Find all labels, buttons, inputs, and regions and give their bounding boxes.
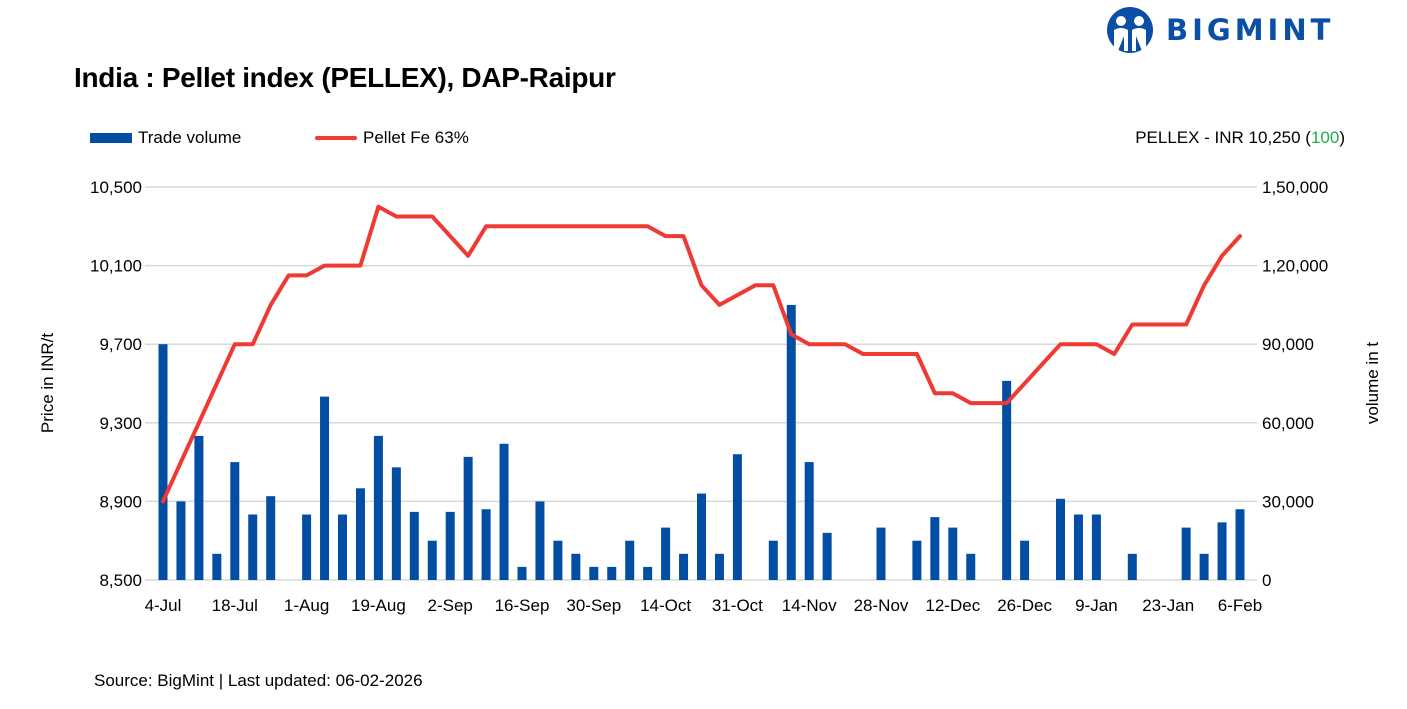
y-tick-label: 10,100 [90, 257, 142, 276]
x-tick-label: 19-Aug [351, 596, 406, 615]
volume-bar [481, 509, 491, 580]
y2-tick-label: 30,000 [1262, 492, 1314, 511]
volume-bar [355, 488, 365, 580]
volume-bar [948, 527, 958, 580]
logo-text: BIGMINT [1166, 13, 1335, 47]
x-tick-label: 6-Feb [1218, 596, 1262, 615]
x-tick-label: 30-Sep [566, 596, 621, 615]
volume-bar [768, 540, 778, 580]
pellex-prefix: PELLEX - INR 10,250 ( [1135, 128, 1311, 147]
volume-bar [212, 553, 222, 580]
volume-bar [1073, 514, 1083, 580]
volume-bar [714, 553, 724, 580]
y2-tick-label: 90,000 [1262, 335, 1314, 354]
volume-bar [176, 501, 186, 580]
x-tick-label: 12-Dec [925, 596, 980, 615]
volume-bar [158, 344, 168, 580]
volume-bar [1020, 540, 1030, 580]
y-tick-label: 8,500 [99, 571, 142, 590]
volume-bar [391, 467, 401, 580]
x-tick-label: 2-Sep [428, 596, 473, 615]
logo-icon [1107, 7, 1153, 53]
y-tick-label: 9,300 [99, 414, 142, 433]
legend-item-trade-volume: Trade volume [90, 128, 241, 148]
y-tick-label: 10,500 [90, 178, 142, 197]
volume-bar [1127, 553, 1137, 580]
y2-axis-title: volume in t [1363, 342, 1382, 424]
volume-bar [661, 527, 671, 580]
bigmint-logo: BIGMINT [1106, 6, 1334, 54]
y2-tick-label: 1,50,000 [1262, 178, 1328, 197]
volume-bar [966, 553, 976, 580]
volume-bar [1091, 514, 1101, 580]
volume-bar [409, 511, 419, 580]
volume-bar [786, 304, 796, 580]
volume-bar [302, 514, 312, 580]
legend-bar-swatch [90, 133, 132, 143]
legend-label: Pellet Fe 63% [363, 128, 469, 147]
volume-bar [1235, 509, 1245, 580]
volume-bar [804, 462, 814, 580]
volume-bar [697, 493, 706, 580]
volume-bar [1002, 380, 1012, 580]
chart-title: India : Pellet index (PELLEX), DAP-Raipu… [74, 62, 616, 93]
x-tick-label: 23-Jan [1142, 596, 1194, 615]
volume-bar [571, 553, 581, 580]
source-note: Source: BigMint | Last updated: 06-02-20… [94, 671, 423, 690]
volume-bar [535, 501, 545, 580]
pellex-price-readout: PELLEX - INR 10,250 (100) [1135, 128, 1345, 148]
legend-item-pellet: Pellet Fe 63% [315, 128, 469, 148]
volume-bar [1181, 527, 1191, 580]
volume-bar [643, 566, 653, 580]
volume-bar [822, 532, 832, 580]
volume-bar [625, 540, 635, 580]
volume-bar [1056, 498, 1065, 580]
x-tick-label: 9-Jan [1075, 596, 1118, 615]
volume-bar [338, 514, 347, 580]
volume-bar [373, 435, 383, 580]
x-tick-label: 4-Jul [145, 596, 182, 615]
volume-bar [589, 566, 599, 580]
volume-bar [732, 454, 742, 580]
x-tick-label: 16-Sep [495, 596, 550, 615]
y-tick-label: 9,700 [99, 335, 142, 354]
x-tick-label: 14-Oct [640, 596, 691, 615]
x-tick-label: 26-Dec [997, 596, 1052, 615]
y-axis-title: Price in INR/t [38, 333, 57, 433]
volume-bar [248, 514, 258, 580]
volume-bar [445, 511, 455, 580]
x-tick-label: 1-Aug [284, 596, 329, 615]
volume-bar [912, 540, 922, 580]
y2-tick-label: 1,20,000 [1262, 257, 1328, 276]
volume-bar [1199, 553, 1209, 580]
x-tick-label: 18-Jul [212, 596, 258, 615]
volume-bar [266, 496, 276, 580]
volume-bar [499, 443, 509, 580]
volume-bar [1217, 522, 1227, 580]
volume-bar [876, 527, 886, 580]
volume-bar [320, 396, 330, 580]
volume-bar [230, 462, 240, 580]
pellex-change: 100 [1310, 128, 1340, 147]
volume-bar [427, 540, 437, 580]
x-tick-label: 31-Oct [712, 596, 763, 615]
pellex-suffix: ) [1339, 128, 1345, 147]
y-tick-label: 8,900 [99, 492, 142, 511]
volume-bar [679, 553, 689, 580]
x-tick-label: 28-Nov [854, 596, 909, 615]
x-tick-label: 14-Nov [782, 596, 837, 615]
volume-bar [194, 435, 204, 580]
volume-bar [517, 566, 527, 580]
volume-bar [930, 517, 940, 580]
legend-label: Trade volume [138, 128, 242, 147]
y2-tick-label: 60,000 [1262, 414, 1314, 433]
volume-bar [553, 540, 563, 580]
volume-bar [607, 566, 617, 580]
volume-bar [463, 456, 473, 580]
y2-tick-label: 0 [1262, 571, 1271, 590]
legend-line-swatch [315, 136, 357, 140]
